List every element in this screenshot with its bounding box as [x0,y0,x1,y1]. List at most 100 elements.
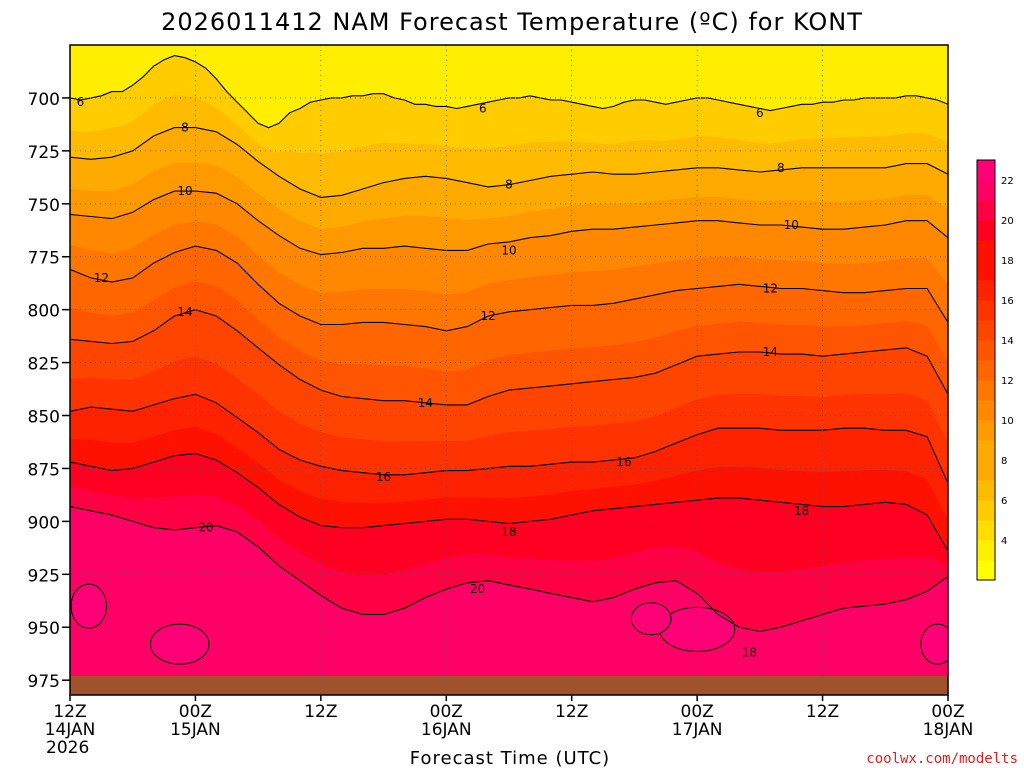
colorbar-swatch [977,440,995,461]
colorbar-label: 22 [1001,176,1014,187]
colorbar-swatch [977,220,995,241]
warm-pocket [70,583,108,629]
contour-label: 10 [784,218,799,232]
colorbar-swatch [977,240,995,261]
warm-pocket [630,602,672,636]
y-tick-label: 850 [28,408,60,428]
colorbar-label: 16 [1001,296,1014,307]
y-axis: 700 725 750 775 800 825 850 875 900 925 950 975 [28,90,70,692]
colorbar-swatch [977,320,995,341]
x-tick-label: 12Z [304,702,337,722]
contour-label: 18 [501,525,516,539]
isotherm-10c [70,190,948,256]
contour-label: 14 [763,345,778,359]
ground-layer [70,676,948,695]
contour-label: 6 [756,106,764,120]
isotherm-lines [70,55,948,633]
isotherm-18c [70,453,948,552]
grid-lines [70,45,948,695]
colorbar-label: 14 [1001,336,1014,347]
contour-label: 18 [794,504,809,518]
contour-label: 8 [505,178,513,192]
y-tick-label: 925 [28,566,60,586]
y-tick-label: 975 [28,672,60,692]
colorbar-swatch [977,500,995,521]
warm-pocket [659,606,736,652]
colorbar-swatch [977,420,995,441]
colorbar-swatch [977,380,995,401]
chart-title: 2026011412 NAM Forecast Temperature (ºC)… [161,8,863,36]
contour-label: 12 [763,281,778,295]
contour-label: 12 [480,309,495,323]
temperature-fills [70,55,948,695]
colorbar-frame [976,159,996,581]
contour-label: 10 [177,184,192,198]
colorbar-swatch [977,340,995,361]
contour-label: 20 [198,521,213,535]
contour-label: 6 [77,95,85,109]
isotherm-12c [70,245,948,332]
contour-label: 10 [501,243,516,257]
x-tick-label: 16JAN [421,720,472,740]
y-tick-label: 775 [28,249,60,269]
contour-label: 18 [742,646,757,660]
contour-label: 8 [777,161,785,175]
contour-label: 16 [616,455,631,469]
x-tick-label: 15JAN [170,720,221,740]
y-tick-label: 825 [28,355,60,375]
x-tick-label: 14JAN [45,720,96,740]
isotherm-6c [70,55,948,129]
colorbar-swatch [977,480,995,501]
isotherm-20c [70,506,948,633]
temp-band-20c [70,506,948,695]
colorbar-swatch [977,400,995,421]
contour-label: 8 [181,121,189,135]
colorbar-label: 18 [1001,256,1014,267]
colorbar-swatch [977,200,995,221]
y-tick-label: 900 [28,513,60,533]
colorbar-label: 6 [1001,496,1007,507]
colorbar-swatch [977,280,995,301]
y-tick-label: 950 [28,619,60,639]
y-tick-label: 750 [28,196,60,216]
x-tick-label: 12Z [53,702,86,722]
colorbar-swatch [977,540,995,561]
x-tick-label: 00Z [430,702,463,722]
colorbar-swatch [977,180,995,201]
x-tick-label: 00Z [179,702,212,722]
warm-pocket [920,623,948,665]
colorbar-swatch [977,260,995,281]
contour-label: 16 [376,470,391,484]
plot-frame [69,44,949,696]
x-tick-label: 12Z [806,702,839,722]
isotherm-8c [70,127,948,198]
y-tick-label: 700 [28,90,60,110]
warm-pocket [149,623,210,665]
colorbar-label: 20 [1001,216,1014,227]
colorbar-label: 10 [1001,416,1014,427]
contour-label: 14 [418,396,433,410]
colorbar-swatch [977,560,995,581]
colorbar-label: 8 [1001,456,1007,467]
colorbar-label: 12 [1001,376,1014,387]
x-tick-label: 12Z [555,702,588,722]
x-axis-title: Forecast Time (UTC) [410,748,610,768]
credit-text: coolwx.com/modelts [866,751,1018,767]
plot-area: 6 6 6 8 8 8 10 10 10 12 12 12 14 14 14 16 16 18 18 18 20 20 [70,45,948,695]
colorbar-swatch [977,360,995,381]
x-tick-label: 00Z [681,702,714,722]
y-tick-label: 875 [28,460,60,480]
contour-label: 20 [470,582,485,596]
warm-pockets [70,583,948,665]
colorbar-swatch [977,460,995,481]
y-tick-label: 725 [28,143,60,163]
x-tick-label: 17JAN [672,720,723,740]
colorbar-swatch [977,300,995,321]
x-tick-label: 00Z [931,702,964,722]
colorbar-swatch [977,520,995,541]
colorbar-label: 4 [1001,536,1007,547]
isotherm-14c [70,309,948,406]
isotherm-16c [70,393,948,484]
contour-label: 14 [177,305,192,319]
